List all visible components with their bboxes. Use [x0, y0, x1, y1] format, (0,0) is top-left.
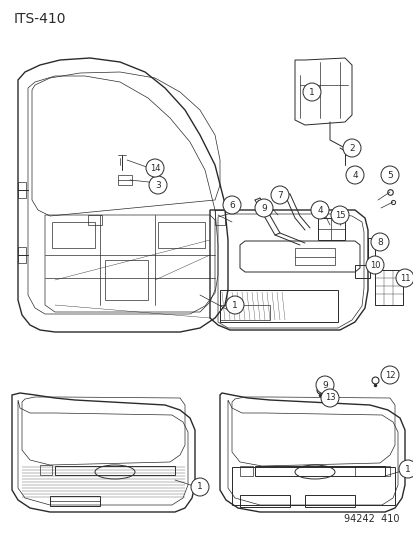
Text: 12: 12	[384, 370, 394, 379]
Text: 1: 1	[197, 482, 202, 491]
Text: 15: 15	[334, 211, 344, 220]
Text: 3: 3	[155, 181, 161, 190]
Text: 9: 9	[321, 381, 327, 390]
Circle shape	[225, 296, 243, 314]
Circle shape	[380, 366, 398, 384]
Text: 1: 1	[232, 301, 237, 310]
Circle shape	[223, 196, 240, 214]
Circle shape	[146, 159, 164, 177]
Text: 4: 4	[316, 206, 322, 214]
Circle shape	[395, 269, 413, 287]
Text: 1: 1	[309, 87, 314, 96]
Circle shape	[365, 256, 383, 274]
Circle shape	[380, 166, 398, 184]
Circle shape	[310, 201, 328, 219]
Text: 9: 9	[261, 204, 266, 213]
Text: ITS-410: ITS-410	[14, 12, 66, 26]
Circle shape	[302, 83, 320, 101]
Text: 1: 1	[404, 464, 410, 473]
Text: 4: 4	[351, 171, 357, 180]
Circle shape	[315, 376, 333, 394]
Circle shape	[330, 206, 348, 224]
Text: 6: 6	[228, 200, 234, 209]
Text: 11: 11	[399, 273, 409, 282]
Text: 7: 7	[276, 190, 282, 199]
Circle shape	[190, 478, 209, 496]
Text: 8: 8	[376, 238, 382, 246]
Circle shape	[320, 389, 338, 407]
Text: 13: 13	[324, 393, 335, 402]
Circle shape	[254, 199, 272, 217]
Text: 10: 10	[369, 261, 379, 270]
Text: 2: 2	[348, 143, 354, 152]
Circle shape	[345, 166, 363, 184]
Circle shape	[149, 176, 166, 194]
Circle shape	[370, 233, 388, 251]
Circle shape	[271, 186, 288, 204]
Text: 14: 14	[150, 164, 160, 173]
Text: 94242  410: 94242 410	[344, 514, 399, 524]
Text: 5: 5	[386, 171, 392, 180]
Circle shape	[398, 460, 413, 478]
Circle shape	[342, 139, 360, 157]
